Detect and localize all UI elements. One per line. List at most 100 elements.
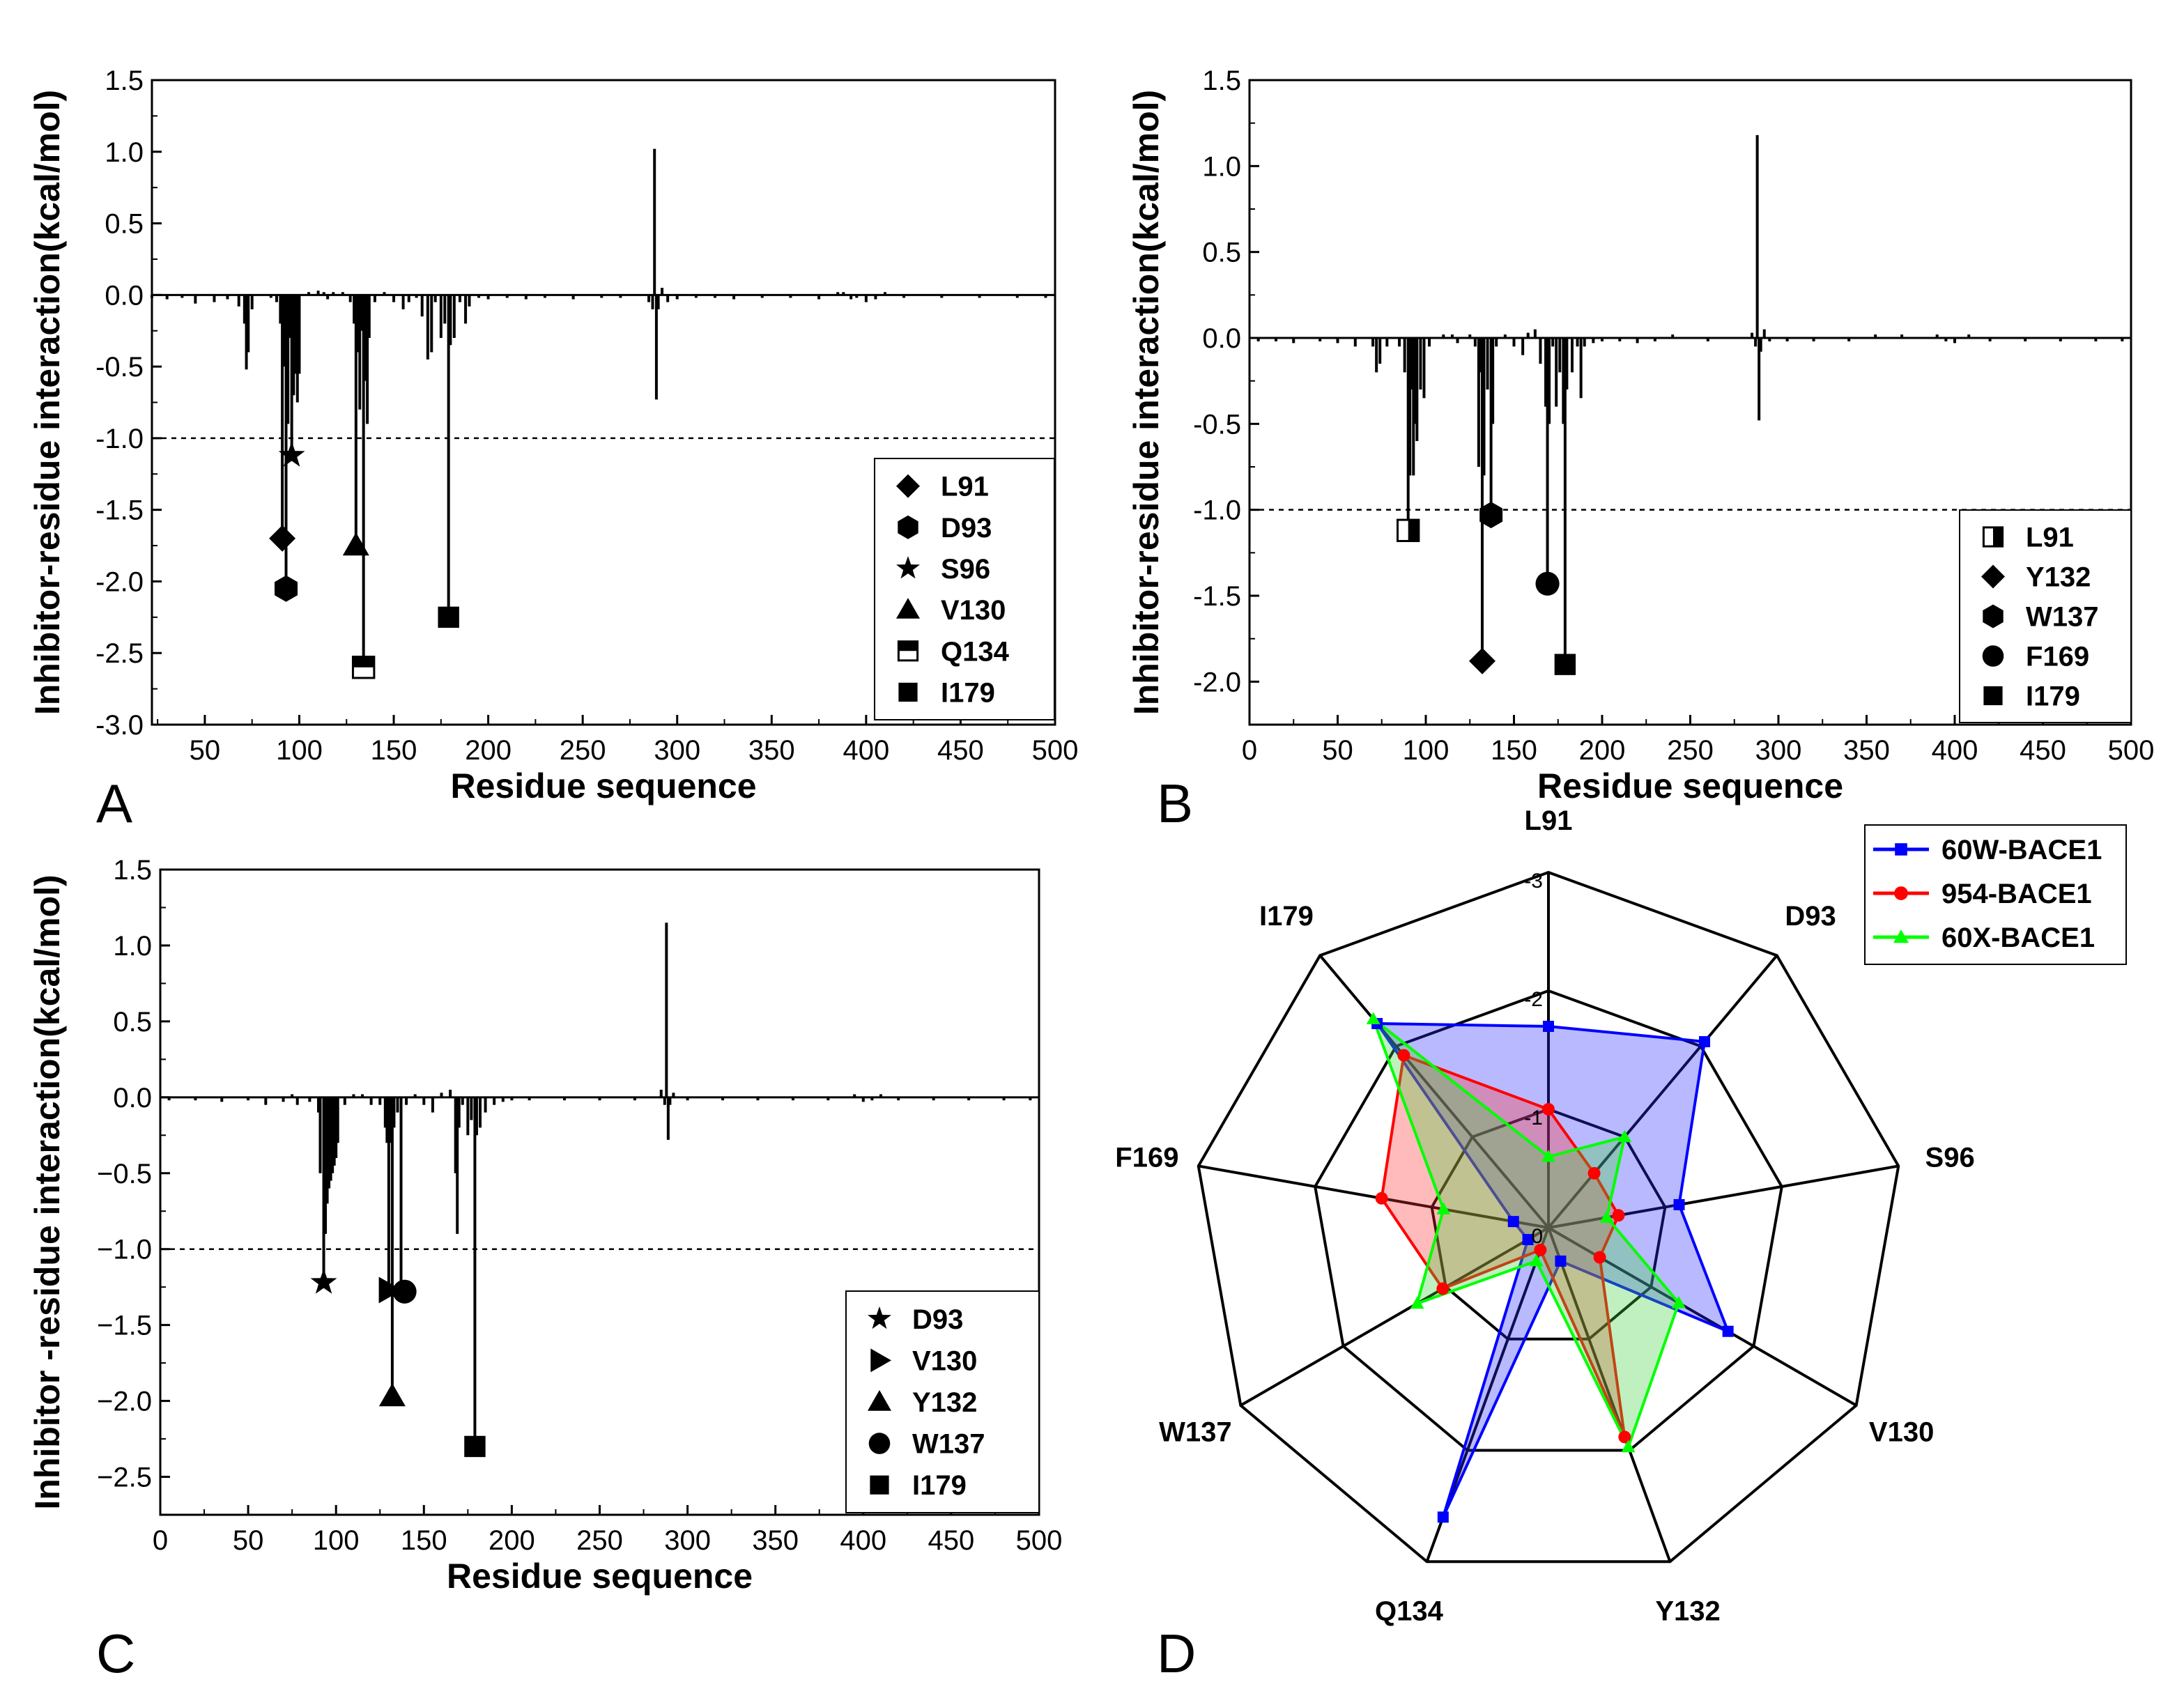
x-tick-label: 100: [313, 1525, 360, 1556]
legend-symbol-w137: [1983, 604, 2004, 628]
radar-axis-label: L91: [1525, 805, 1573, 836]
y-tick-label: −2.0: [97, 1387, 152, 1417]
x-tick-label: 250: [560, 735, 606, 766]
marker-v130: [378, 1276, 402, 1304]
x-tick-label: 50: [190, 735, 221, 766]
radar-point-60w-bace1: [1722, 1325, 1734, 1337]
marker-l91: [269, 525, 296, 552]
marker-w137: [392, 1279, 417, 1304]
legend-label: 60X-BACE1: [1941, 923, 2095, 953]
x-tick-label: 400: [1932, 735, 1978, 766]
y-tick-label: −0.5: [97, 1159, 152, 1189]
legend-label: W137: [912, 1429, 985, 1460]
radar-point-60w-bace1: [1699, 1036, 1711, 1048]
panel-letter-a: A: [96, 773, 132, 834]
x-tick-label: 450: [2020, 735, 2066, 766]
radar-point-954-bace1: [1542, 1103, 1555, 1116]
legend-symbol-i179: [870, 1475, 889, 1495]
legend-symbol-q134: [897, 640, 919, 662]
y-tick-label: -1.0: [95, 424, 144, 454]
legend-symbol-d93: [898, 515, 918, 539]
legend-symbol-w137: [868, 1433, 891, 1454]
marker-i179: [464, 1435, 486, 1458]
y-tick-label: 1.0: [1202, 151, 1241, 182]
radar-axis-label: I179: [1259, 901, 1314, 932]
x-tick-label: 150: [1491, 735, 1537, 766]
radar-axis-label: Q134: [1375, 1596, 1444, 1627]
legend-label: I179: [941, 677, 995, 708]
x-tick-label: 50: [1322, 735, 1353, 766]
x-tick-label: 500: [2108, 735, 2155, 766]
radar-point-60x-bace1: [1672, 1296, 1686, 1309]
legend-symbol-y132: [868, 1390, 891, 1411]
radar-point-954-bace1: [1618, 1430, 1631, 1444]
radar-point-954-bace1: [1375, 1191, 1388, 1205]
radar-spoke: [1318, 955, 1550, 1229]
legend-label: Y132: [2026, 562, 2091, 593]
y-tick-label: -1.5: [95, 495, 144, 526]
radar-spoke: [1198, 1164, 1549, 1229]
panel-b-chart: 1.5 1.0 0.5 0.0 -0.5 -1.0 -1.5 -2.0 0 50 100 150 200…: [1127, 65, 2154, 805]
legend-symbol-s96: [896, 556, 920, 579]
marker-i179: [438, 606, 459, 628]
x-tick-label: 300: [1755, 735, 1802, 766]
marker-d93: [275, 575, 298, 602]
y-tick-label: 1.5: [1202, 65, 1241, 96]
radar-ring-label: -1: [1524, 1106, 1543, 1129]
legend-label: I179: [2026, 681, 2080, 712]
marker-y132: [378, 1383, 406, 1407]
x-tick-label: 400: [843, 735, 889, 766]
y-tick-label: 1.0: [113, 931, 152, 962]
radar-point-954-bace1: [1534, 1243, 1547, 1256]
radar-point-60x-bace1: [1617, 1129, 1632, 1143]
legend-box: [874, 458, 1055, 720]
legend-symbol-v130: [896, 598, 920, 619]
x-tick-label: 100: [276, 735, 323, 766]
panel-d-radar-chart: -3 -2 -1 0 L91 D93 S96 V130 Y132 Q134 W137 F169 I179…: [1115, 805, 2127, 1627]
radar-point-60w-bace1: [1437, 1511, 1449, 1523]
radar-axis-label: S96: [1925, 1142, 1975, 1173]
legend-symbol-l91: [1982, 526, 2004, 548]
legend-label: 60W-BACE1: [1941, 835, 2102, 865]
panel-letter-d: D: [1157, 1623, 1196, 1684]
legend-symbol-l91-fill: [1993, 527, 2003, 547]
marker-q134-fill: [353, 656, 374, 668]
y-tick-label: -0.5: [1193, 409, 1241, 440]
radar-spoke: [1547, 1227, 1672, 1562]
marker-f169: [1535, 571, 1560, 596]
radar-point-954-bace1: [1612, 1209, 1625, 1222]
marker-q134: [351, 656, 376, 679]
y-tick-label: 0.0: [1202, 323, 1241, 354]
radar-series-954-bace1: [1380, 1053, 1627, 1438]
legend-label: Y132: [912, 1387, 977, 1418]
y-tick-label: 1.5: [105, 65, 144, 96]
radar-series-60x-bace1: [1370, 1014, 1681, 1451]
radar-point-60w-bace1: [1507, 1216, 1519, 1228]
radar-ring-label: -2: [1524, 988, 1543, 1011]
x-tick-label: 150: [401, 1525, 447, 1556]
radar-ring: [1314, 989, 1783, 1452]
marker-w137: [1479, 502, 1503, 529]
radar-axis-label: D93: [1785, 901, 1836, 932]
x-tick-label: 200: [1579, 735, 1626, 766]
y-tick-label: -2.5: [95, 638, 144, 669]
panel-a-chart: 1.5 1.0 0.5 0.0 -0.5 -1.0 -1.5 -2.0 -2.5 -3.0 50 10…: [28, 65, 1078, 805]
y-tick-label: -1.5: [1193, 581, 1241, 612]
x-tick-label: 300: [654, 735, 700, 766]
x-tick-label: 200: [489, 1525, 535, 1556]
radar-point-60w-bace1: [1673, 1198, 1685, 1210]
legend-symbol-y132: [1981, 564, 2005, 589]
panel-c-chart: 1.5 1.0 0.5 0.0 −0.5 −1.0 −1.5 −2.0 −2.5 0 50 100 15…: [28, 855, 1062, 1596]
radar-point-954-bace1: [1593, 1251, 1606, 1264]
y-tick-label: 1.5: [113, 855, 152, 886]
x-tick-label: 0: [1242, 735, 1257, 766]
legend-symbol-f169: [1982, 645, 2004, 667]
radar-axis-label: Y132: [1655, 1596, 1720, 1627]
legend-symbol-60x-bace1: [1893, 929, 1909, 943]
x-axis-label: Residue sequence: [1537, 766, 1843, 805]
y-tick-label: 0.5: [113, 1007, 152, 1037]
legend-label: L91: [941, 472, 989, 502]
legend: L91 Y132 W137 F169 I179: [1959, 509, 2132, 723]
y-tick-label: 0.5: [105, 209, 144, 240]
x-tick-label: 400: [840, 1525, 886, 1556]
